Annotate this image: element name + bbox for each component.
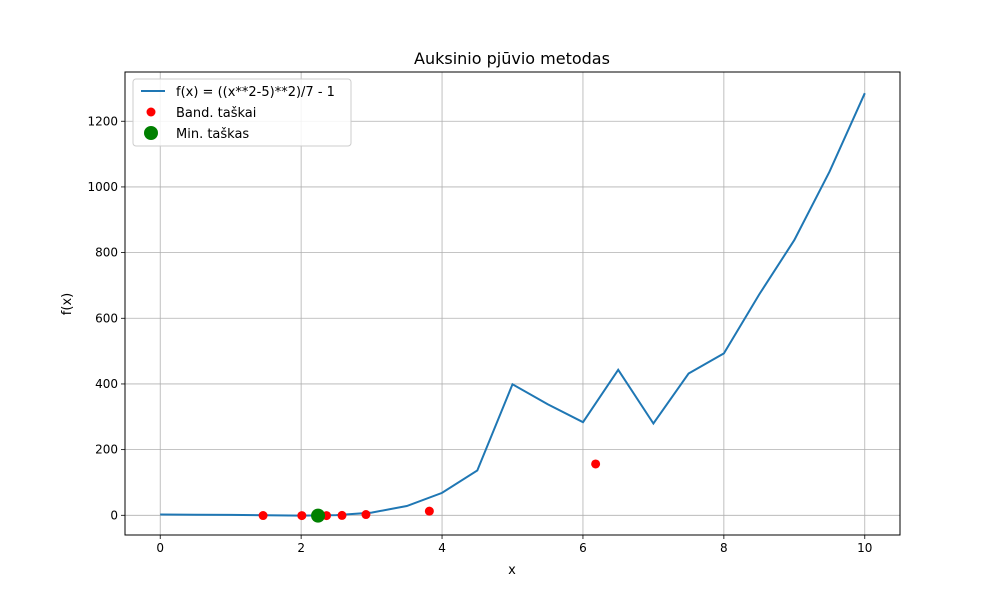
min-point (311, 508, 326, 523)
y-tick-label: 0 (110, 508, 118, 522)
legend: f(x) = ((x**2-5)**2)/7 - 1 Band. taškai … (132, 78, 352, 147)
y-tick-label: 200 (95, 443, 118, 457)
x-tick-label: 0 (156, 541, 164, 555)
function-curve (160, 92, 866, 517)
x-tick-label: 2 (297, 541, 305, 555)
legend-test-point-swatch (146, 107, 156, 117)
test-point (337, 510, 347, 520)
test-point (258, 511, 268, 521)
x-tick-label: 6 (579, 541, 587, 555)
grid-lines (125, 72, 900, 535)
legend-min-point-swatch (144, 126, 158, 140)
x-axis-ticks: 0 2 4 6 8 10 (156, 535, 872, 555)
legend-curve-label: f(x) = ((x**2-5)**2)/7 - 1 (176, 85, 335, 100)
legend-box (132, 78, 352, 147)
chart-title: Auksinio pjūvio metodas (414, 49, 610, 68)
plot-area: 0 2 4 6 8 10 0 200 400 600 800 1000 1200 (87, 71, 901, 555)
y-axis-label: f(x) (60, 293, 75, 315)
y-axis-ticks: 0 200 400 600 800 1000 1200 (87, 114, 125, 522)
test-point (297, 511, 307, 521)
x-tick-label: 4 (438, 541, 446, 555)
test-point (424, 506, 434, 516)
axes-frame (124, 71, 901, 536)
legend-min-point-label: Min. taškas (176, 127, 249, 142)
y-tick-label: 800 (95, 246, 118, 260)
test-point (361, 510, 371, 520)
test-point (591, 459, 601, 469)
x-axis-label: x (508, 563, 516, 578)
series-layer (160, 92, 866, 523)
legend-test-points-label: Band. taškai (176, 106, 256, 121)
y-tick-label: 1200 (87, 114, 118, 128)
x-tick-label: 10 (857, 541, 872, 555)
y-tick-label: 600 (95, 311, 118, 325)
y-tick-label: 400 (95, 377, 118, 391)
y-tick-label: 1000 (87, 180, 118, 194)
x-tick-label: 8 (720, 541, 728, 555)
